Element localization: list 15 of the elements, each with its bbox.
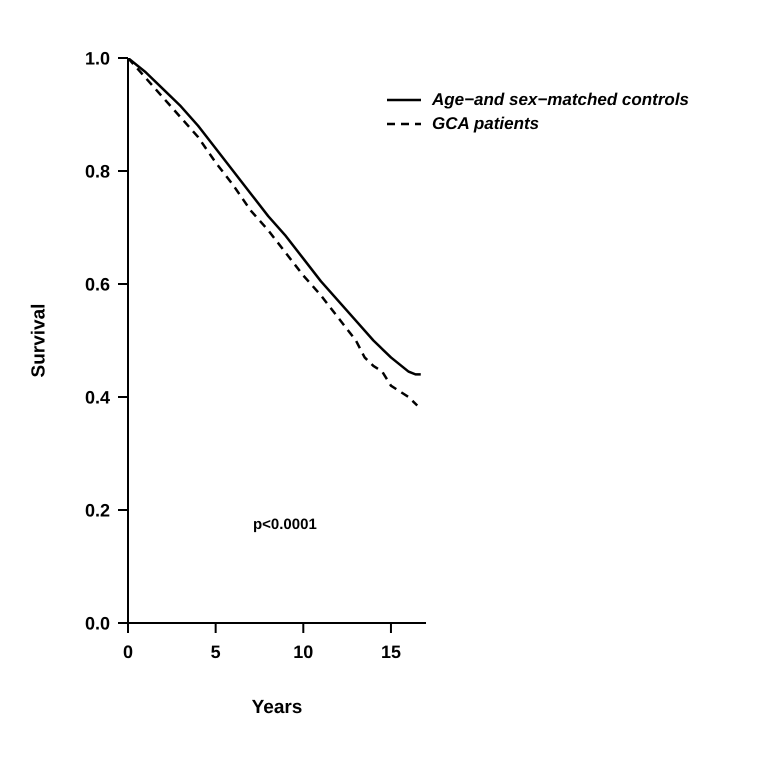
- annotation: p<0.0001: [253, 516, 317, 533]
- x-tick-label: 0: [122, 642, 134, 662]
- y-axis-title: Survival: [28, 304, 50, 378]
- x-tick-label: 15: [380, 642, 401, 662]
- legend-label: Age−and sex−matched controls: [432, 90, 689, 110]
- y-tick-label: 0.6: [84, 274, 110, 294]
- y-tick-label: 0.0: [84, 613, 110, 634]
- x-tick-label: 10: [293, 642, 314, 662]
- y-tick-label: 0.8: [84, 161, 110, 182]
- y-tick-label: 0.4: [84, 387, 110, 408]
- x-axis-title: Years: [252, 697, 302, 718]
- x-tick-label: 5: [210, 642, 221, 662]
- legend-label: GCA patients: [432, 114, 540, 134]
- y-tick-label: 1.0: [84, 48, 110, 68]
- y-tick-label: 0.2: [84, 500, 110, 520]
